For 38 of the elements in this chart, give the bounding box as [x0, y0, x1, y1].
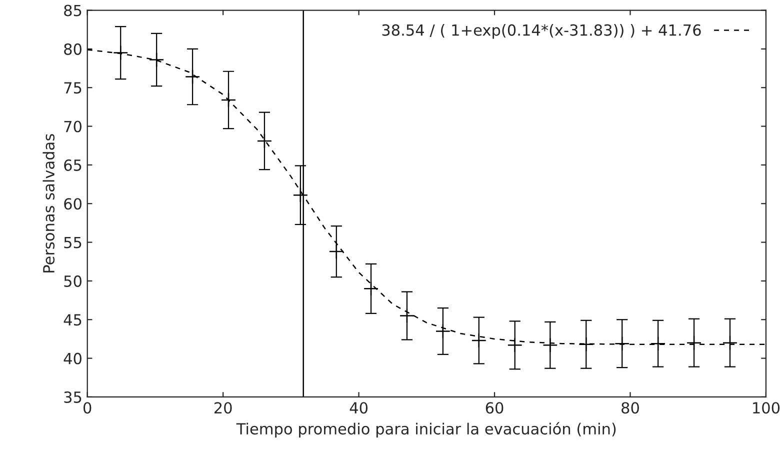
point [614, 336, 630, 352]
y-tick-label: 70 [64, 120, 82, 132]
point [256, 133, 272, 149]
point [578, 336, 594, 352]
point [149, 52, 164, 68]
point [471, 332, 486, 348]
y-tick-label: 65 [64, 159, 82, 171]
point [363, 281, 379, 296]
y-tick-label: 40 [64, 352, 82, 364]
y-tick-label: 35 [64, 391, 82, 403]
point [722, 335, 738, 350]
x-tick-label: 100 [753, 402, 780, 414]
y-tick-label: 80 [64, 43, 82, 55]
point [542, 338, 558, 353]
point [435, 324, 451, 339]
point [650, 336, 666, 352]
legend-label: 38.54 / ( 1+exp(0.14*(x-31.83)) ) + 41.76 [382, 24, 701, 39]
y-tick-label: 75 [64, 82, 82, 94]
x-tick-label: 20 [214, 402, 232, 414]
point [507, 338, 522, 353]
x-axis-title: Tiempo promedio para iniciar la evacuación (min) [236, 422, 616, 438]
point [328, 244, 344, 260]
point [686, 335, 702, 350]
y-tick-label: 45 [64, 314, 82, 326]
x-tick-label: 40 [350, 402, 368, 414]
x-tick-label: 60 [486, 402, 504, 414]
y-tick-label: 85 [64, 4, 82, 16]
x-tick-label: 80 [622, 402, 639, 414]
point [184, 69, 200, 84]
y-axis-title: Personas salvadas [42, 134, 55, 272]
point [292, 188, 308, 203]
y-tick-label: 55 [64, 236, 82, 248]
y-tick-label: 60 [64, 198, 82, 210]
point [399, 308, 415, 324]
point [113, 45, 128, 60]
y-tick-label: 50 [64, 275, 82, 287]
x-tick-label: 0 [84, 402, 92, 414]
point [220, 92, 236, 108]
